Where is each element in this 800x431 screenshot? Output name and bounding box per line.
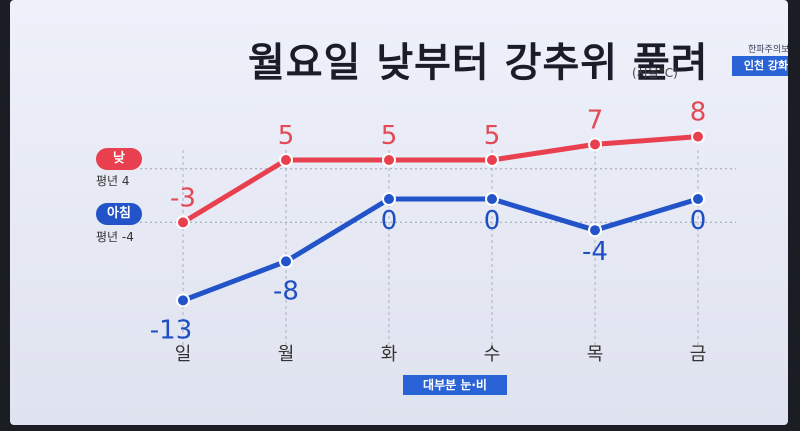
x-tick-label: 일: [175, 344, 192, 365]
day-data-label: 5: [278, 121, 295, 151]
x-tick-label: 목: [587, 344, 604, 365]
day-point: [588, 137, 602, 152]
legend-morning-average: 평년 -4: [96, 230, 134, 244]
morning-data-label: -4: [582, 237, 608, 267]
day-data-label: 7: [587, 105, 604, 135]
morning-series-line: [180, 196, 701, 303]
day-data-label: 5: [484, 121, 501, 151]
day-point: [691, 129, 705, 144]
morning-point: [588, 223, 602, 238]
day-data-label: 8: [690, 98, 707, 128]
morning-data-label: 0: [381, 206, 398, 236]
legend-day-average: 평년 4: [96, 174, 130, 188]
day-point: [176, 215, 190, 230]
x-tick-label: 수: [484, 344, 501, 365]
x-tick-label: 월: [278, 344, 295, 365]
weather-footnote-badge: 대부분 눈·비: [403, 375, 507, 395]
day-series-line: [180, 134, 701, 225]
cold-wave-warning-badge: 인천 강화: [732, 56, 788, 76]
legend-day-badge: 낮: [96, 148, 142, 170]
unit-label: (서울°C): [632, 66, 678, 80]
chart-title: 월요일 낮부터 강추위 풀려: [248, 40, 709, 86]
morning-point: [382, 192, 396, 206]
morning-point: [691, 192, 705, 206]
morning-data-label: -13: [150, 315, 192, 345]
cold-wave-warning-title: 한파주의보: [748, 45, 788, 55]
day-data-label: -3: [170, 183, 196, 213]
morning-point: [176, 293, 190, 308]
legend-morning-badge: 아침: [96, 203, 142, 225]
day-point: [279, 153, 293, 167]
morning-point: [279, 254, 293, 269]
morning-data-label: 0: [484, 206, 501, 236]
day-data-label: 5: [381, 121, 398, 151]
x-tick-label: 금: [690, 344, 707, 365]
x-tick-label: 화: [381, 344, 398, 365]
morning-data-label: -8: [273, 276, 299, 306]
day-point: [485, 153, 499, 167]
day-point: [382, 153, 396, 167]
morning-point: [485, 192, 499, 206]
morning-data-label: 0: [690, 206, 707, 236]
